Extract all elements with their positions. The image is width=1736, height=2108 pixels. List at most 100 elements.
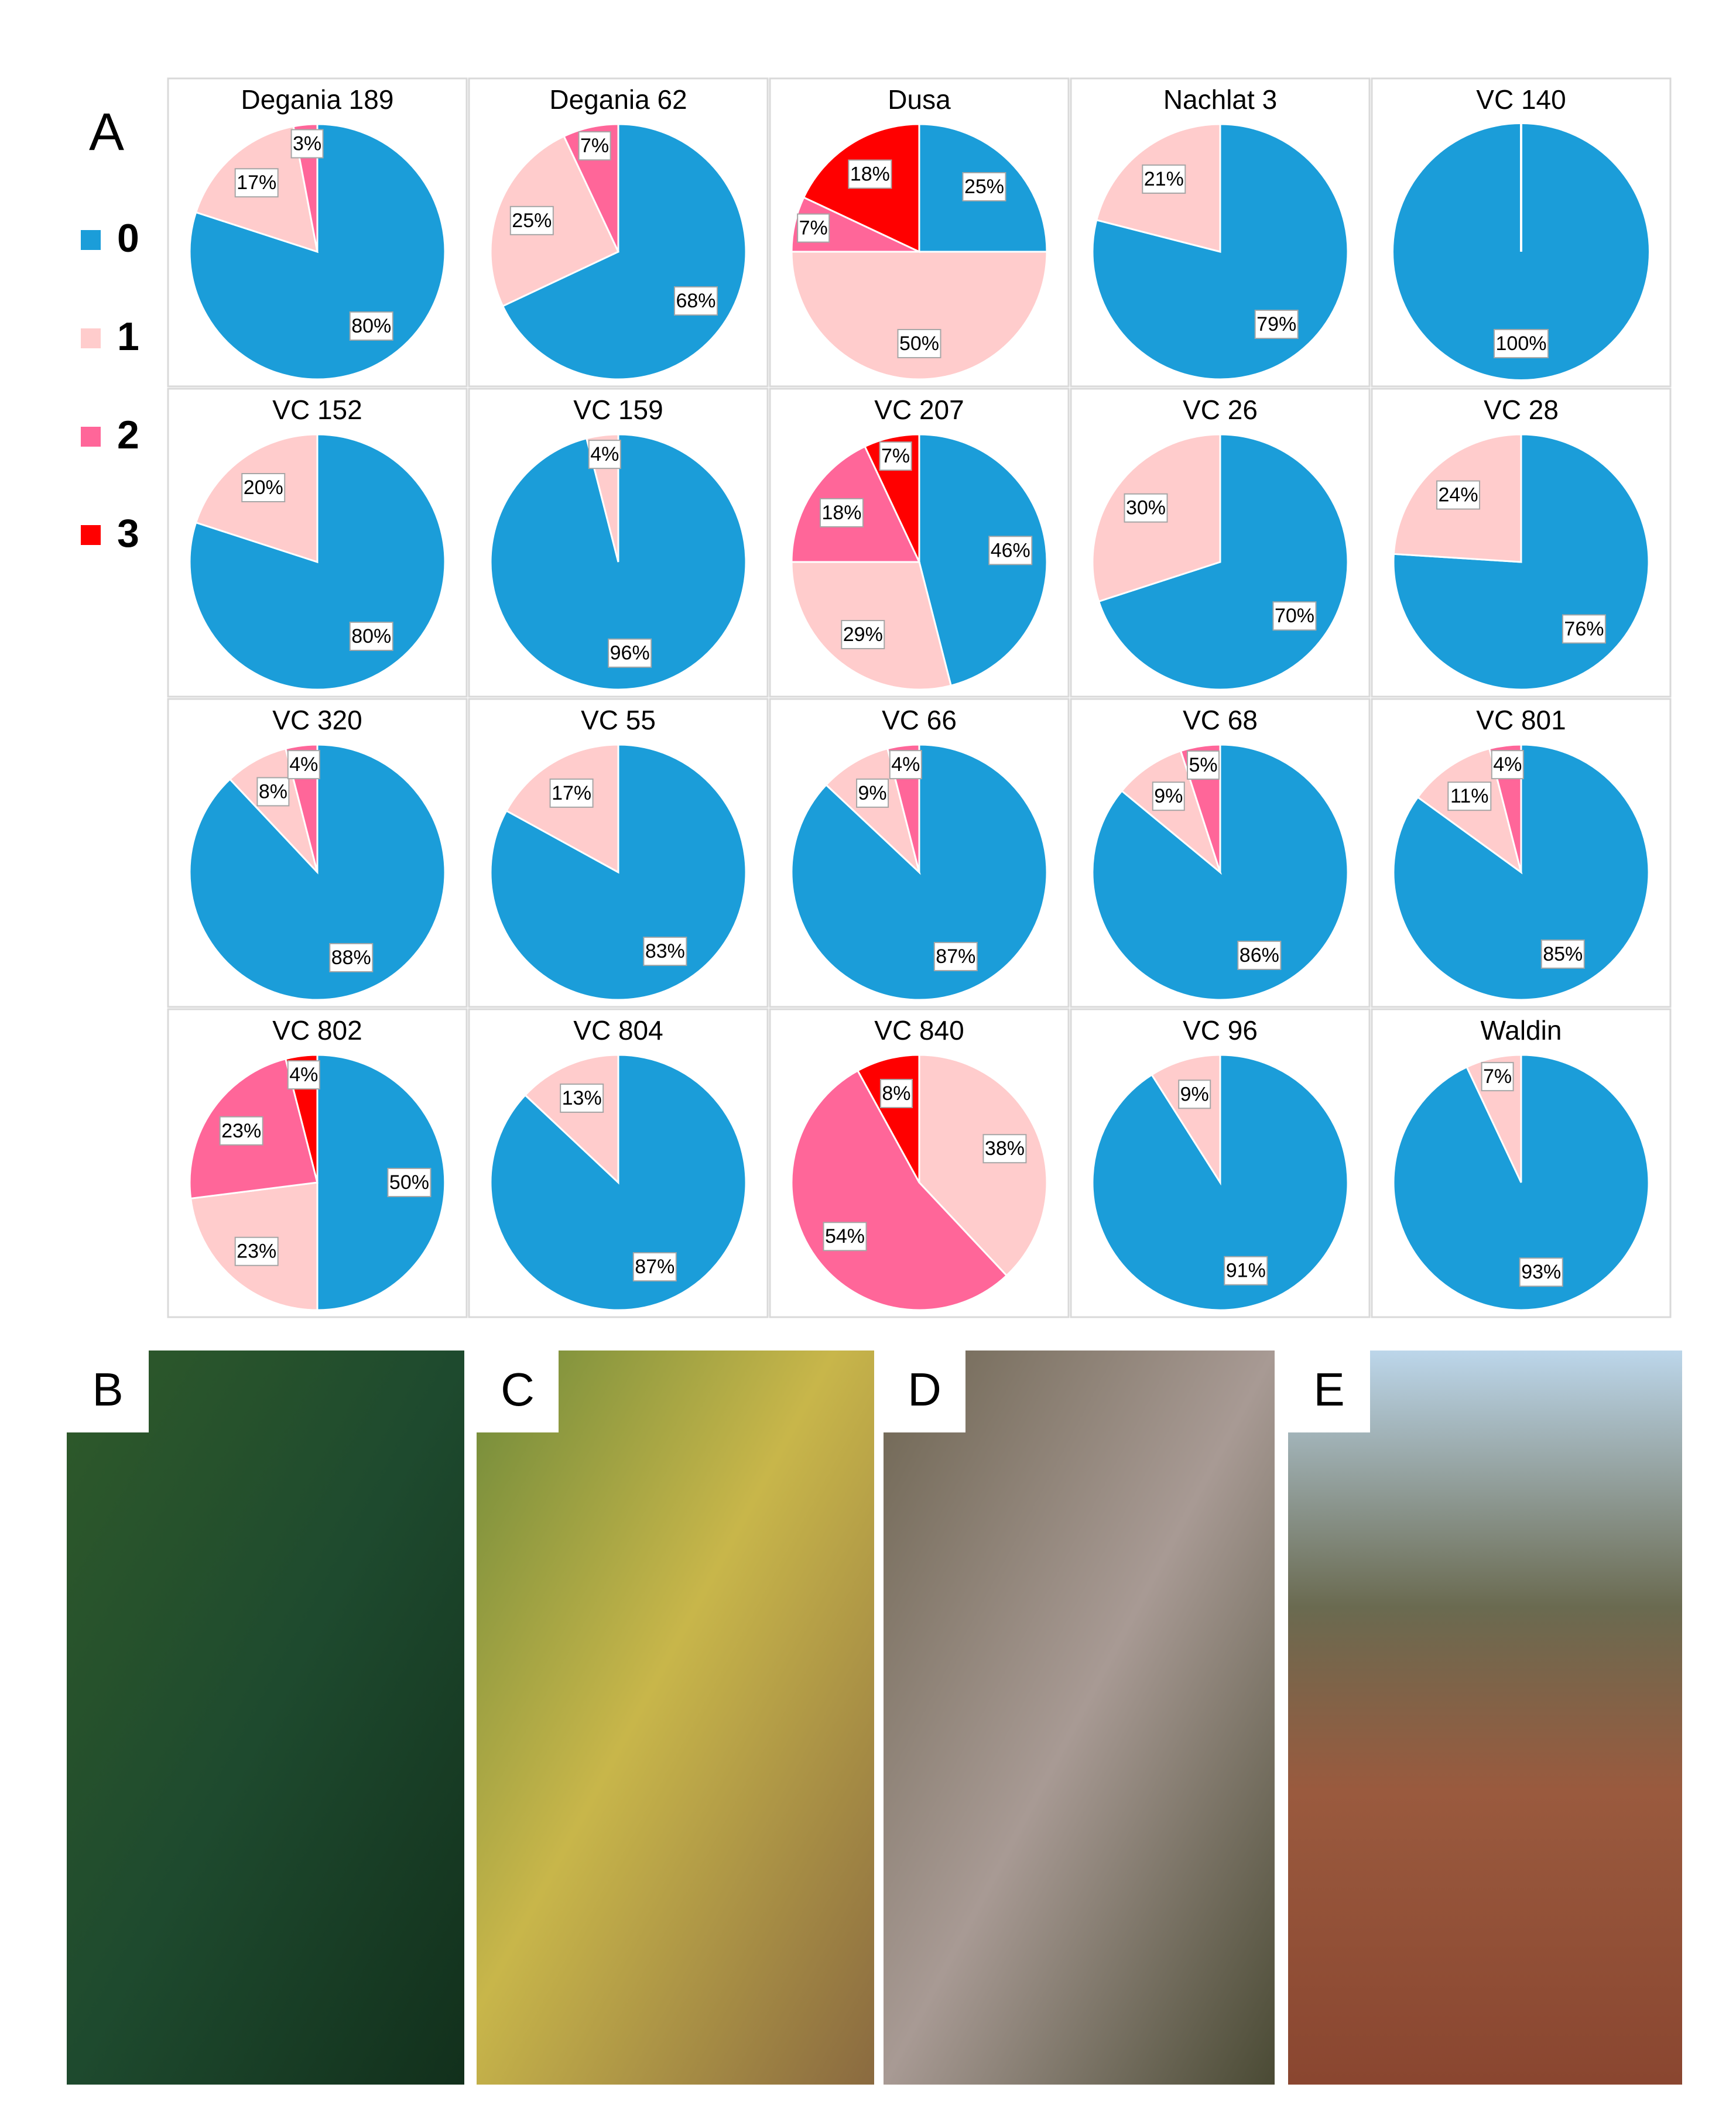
data-label: 11% (1450, 785, 1489, 807)
panel-frame (1371, 388, 1672, 698)
data-label-box (1237, 941, 1282, 971)
data-label: 86% (1239, 944, 1279, 966)
data-label-box (841, 620, 885, 650)
data-label-box (349, 311, 393, 341)
data-label-box (933, 942, 978, 972)
pie-slice (489, 135, 619, 307)
panel-frame (468, 1008, 769, 1318)
photo (67, 1351, 464, 2085)
data-label-box (1540, 939, 1585, 969)
data-label-box (897, 328, 941, 358)
data-label: 68% (676, 290, 715, 312)
data-label: 18% (821, 502, 861, 524)
data-label: 23% (237, 1240, 276, 1263)
photo-label: D (908, 1363, 941, 1415)
data-label-box (962, 172, 1006, 202)
data-label-box (1519, 1257, 1563, 1287)
photo-label-box (1288, 1351, 1370, 1432)
panel-frame (1371, 1008, 1672, 1318)
data-label-box (823, 1222, 867, 1252)
pie-slice (918, 433, 1048, 687)
data-label: 5% (1189, 754, 1217, 776)
data-label-box (632, 1252, 677, 1282)
data-label-box (256, 777, 290, 807)
data-label: 18% (850, 163, 890, 185)
data-label: 8% (259, 780, 287, 803)
data-label-box (1142, 164, 1186, 194)
pie-slice (1392, 743, 1650, 1001)
data-label: 9% (858, 782, 887, 804)
data-label-box (856, 778, 889, 808)
panel-frame (468, 698, 769, 1008)
data-label: 25% (512, 210, 552, 232)
panel-frame (769, 388, 1070, 698)
legend-swatch (81, 427, 101, 447)
data-label-box (1447, 781, 1492, 811)
pie-slice (790, 251, 1048, 381)
pie-title: Nachlat 3 (1163, 84, 1277, 115)
panel-frame (1371, 698, 1672, 1008)
pie-title: VC 804 (573, 1015, 663, 1046)
data-label-box (1224, 1256, 1268, 1286)
data-label-box (643, 937, 687, 966)
data-label: 88% (331, 947, 371, 969)
panel-frame (1070, 1008, 1371, 1318)
data-label: 46% (991, 539, 1030, 561)
pie-title: VC 66 (882, 705, 957, 735)
data-label-box (387, 1168, 432, 1197)
photo (1288, 1351, 1682, 2085)
data-label: 83% (645, 940, 685, 962)
pie-title: VC 28 (1484, 395, 1559, 425)
panel-frame (1070, 77, 1371, 388)
data-label: 93% (1521, 1261, 1561, 1283)
data-label: 24% (1439, 484, 1478, 506)
pie-title: VC 68 (1183, 705, 1258, 735)
data-label: 21% (1144, 168, 1184, 190)
data-label-box (329, 942, 374, 972)
pie-title: Degania 62 (549, 84, 687, 115)
photo-label: B (92, 1363, 123, 1415)
pie-title: VC 55 (581, 705, 656, 735)
data-label-box (1494, 328, 1549, 358)
photo (477, 1351, 874, 2085)
pie-title: Degania 189 (241, 84, 394, 115)
panel-frame (468, 77, 769, 388)
pie-title: VC 801 (1476, 705, 1566, 735)
photo-label: E (1313, 1363, 1344, 1415)
panel-frame (769, 1008, 1070, 1318)
data-label-box (797, 213, 830, 243)
data-label-box (1481, 1062, 1514, 1092)
data-label-box (219, 1116, 263, 1146)
pie-title: VC 26 (1183, 395, 1258, 425)
panel-frame (1070, 698, 1371, 1008)
data-label-box (588, 440, 621, 469)
panel-frame (167, 698, 468, 1008)
data-label-box (290, 129, 324, 159)
data-label-box (349, 621, 393, 651)
data-label-box (234, 1236, 279, 1266)
data-label: 9% (1154, 785, 1183, 807)
panel-frame (769, 77, 1070, 388)
data-label: 80% (351, 315, 391, 337)
panel-frame (167, 77, 468, 388)
legend-swatch (81, 328, 101, 348)
legend-label: 0 (117, 216, 139, 260)
pie-slice (918, 1054, 1048, 1277)
data-label: 23% (221, 1120, 261, 1142)
photo-label-box (477, 1351, 559, 1432)
data-label-box (578, 131, 611, 161)
panel-frame (167, 1008, 468, 1318)
data-label: 4% (1493, 753, 1522, 776)
pie-title: VC 140 (1476, 84, 1566, 115)
data-label-box (1178, 1079, 1211, 1109)
data-label-box (889, 750, 922, 780)
data-label: 76% (1564, 618, 1604, 640)
data-label: 7% (1483, 1065, 1512, 1088)
data-label-box (1491, 750, 1524, 780)
data-label: 50% (389, 1171, 429, 1194)
data-label-box (848, 159, 892, 189)
pie-title: VC 320 (272, 705, 362, 735)
data-label: 20% (244, 477, 283, 499)
panel-label: A (89, 103, 124, 162)
